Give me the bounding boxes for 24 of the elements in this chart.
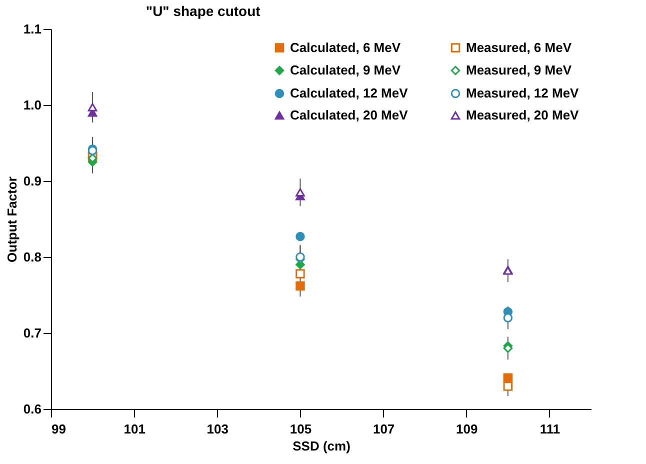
- x-axis-title: SSD (cm): [292, 438, 350, 454]
- x-tick-label: 111: [540, 422, 560, 436]
- chart-title: "U" shape cutout: [146, 3, 261, 19]
- y-tick-label: 0.8: [23, 250, 42, 264]
- x-tick-label: 103: [206, 422, 229, 436]
- legend-label: Calculated, 6 MeV: [290, 40, 401, 55]
- x-tick-label: 107: [372, 422, 395, 436]
- legend-label: Measured, 6 MeV: [466, 40, 572, 55]
- x-tick-label: 105: [290, 422, 312, 436]
- legend-label: Measured, 20 MeV: [466, 108, 580, 122]
- legend-label: Measured, 12 MeV: [466, 86, 580, 100]
- legend-label: Calculated, 12 MeV: [290, 86, 408, 100]
- y-axis-title: Output Factor: [4, 176, 20, 262]
- x-tick-label: 101: [124, 422, 146, 436]
- y-tick-label: 0.9: [23, 174, 42, 188]
- x-tick-label: 109: [456, 422, 478, 436]
- y-tick-label: 1.1: [23, 22, 42, 36]
- legend-label: Calculated, 9 MeV: [290, 62, 401, 78]
- y-tick-label: 0.6: [23, 402, 42, 416]
- y-tick-label: 0.7: [23, 326, 42, 340]
- legend-label: Calculated, 20 MeV: [290, 108, 408, 122]
- y-tick-label: 1.0: [23, 98, 42, 112]
- legend-label: Measured, 9 MeV: [466, 62, 572, 78]
- x-tick-label: 99: [52, 422, 66, 436]
